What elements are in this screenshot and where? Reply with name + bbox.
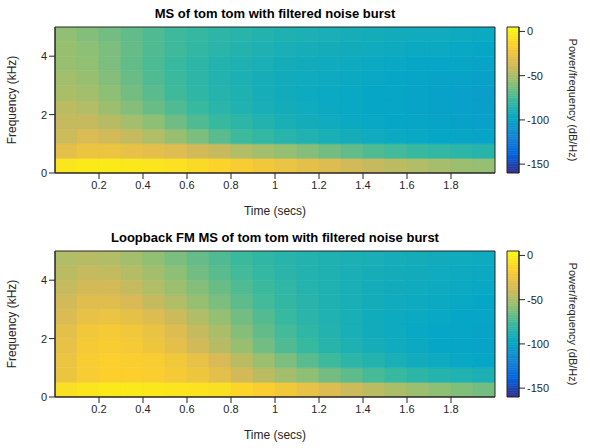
- svg-text:1.6: 1.6: [399, 179, 414, 191]
- svg-text:4: 4: [41, 50, 47, 62]
- svg-text:0.8: 0.8: [223, 179, 238, 191]
- svg-text:Frequency (kHz): Frequency (kHz): [5, 280, 19, 369]
- svg-text:1: 1: [272, 179, 278, 191]
- svg-text:Power/frequency (dB/Hz): Power/frequency (dB/Hz): [567, 39, 579, 162]
- svg-text:2: 2: [41, 109, 47, 121]
- svg-text:1.6: 1.6: [399, 403, 414, 415]
- svg-text:0: 0: [527, 25, 533, 37]
- svg-text:0.8: 0.8: [223, 403, 238, 415]
- svg-text:-100: -100: [527, 114, 549, 126]
- svg-text:0: 0: [41, 167, 47, 179]
- svg-text:0.6: 0.6: [179, 179, 194, 191]
- svg-text:0.4: 0.4: [135, 179, 150, 191]
- svg-text:Frequency (kHz): Frequency (kHz): [5, 56, 19, 145]
- html-text:Loopback FM MS of tom tom with: Loopback FM MS of tom tom with filtered …: [111, 230, 439, 245]
- svg-text:Time (secs): Time (secs): [244, 204, 306, 218]
- svg-text:4: 4: [41, 274, 47, 286]
- svg-text:-50: -50: [527, 70, 543, 82]
- svg-text:1.2: 1.2: [311, 179, 326, 191]
- svg-text:1.8: 1.8: [443, 179, 458, 191]
- svg-text:-150: -150: [527, 382, 549, 394]
- html-text:MS of tom tom with filtered no: MS of tom tom with filtered noise burst: [154, 6, 396, 21]
- svg-text:0.2: 0.2: [91, 179, 106, 191]
- svg-text:-50: -50: [527, 294, 543, 306]
- svg-text:0.4: 0.4: [135, 403, 150, 415]
- svg-text:1.8: 1.8: [443, 403, 458, 415]
- svg-text:-100: -100: [527, 338, 549, 350]
- svg-text:Time (secs): Time (secs): [244, 428, 306, 442]
- svg-text:0.2: 0.2: [91, 403, 106, 415]
- svg-text:1: 1: [272, 403, 278, 415]
- svg-text:1.4: 1.4: [355, 403, 370, 415]
- svg-text:0.6: 0.6: [179, 403, 194, 415]
- svg-text:0: 0: [527, 249, 533, 261]
- svg-text:2: 2: [41, 333, 47, 345]
- svg-text:Power/frequency (dB/Hz): Power/frequency (dB/Hz): [567, 263, 579, 386]
- svg-text:0: 0: [41, 391, 47, 403]
- svg-text:1.2: 1.2: [311, 403, 326, 415]
- svg-text:-150: -150: [527, 158, 549, 170]
- svg-text:1.4: 1.4: [355, 179, 370, 191]
